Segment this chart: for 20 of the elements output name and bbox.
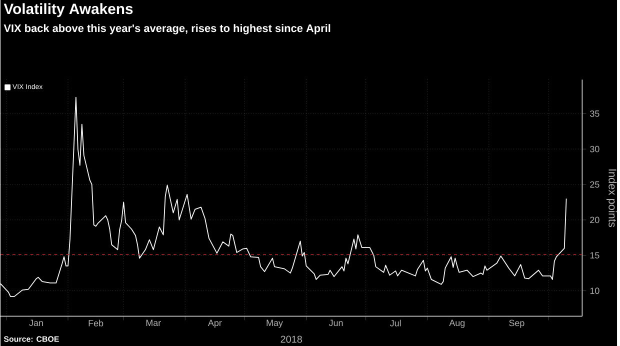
chart-subtitle: VIX back above this year's average, rises to highest since April xyxy=(4,24,330,34)
y-tick-label: 30 xyxy=(590,146,600,152)
x-tick-label: Jul xyxy=(390,320,401,326)
x-tick-label: Mar xyxy=(146,320,161,326)
x-tick-label: Feb xyxy=(88,320,104,326)
chart-title: Volatility Awakens xyxy=(4,3,133,18)
x-tick-label: Sep xyxy=(509,320,524,328)
y-tick-label: 15 xyxy=(590,252,600,258)
y-tick-label: 10 xyxy=(590,288,600,294)
x-axis-title: 2018 xyxy=(280,336,302,343)
y-tick-label: 20 xyxy=(590,216,600,224)
x-tick-label: May xyxy=(266,320,283,328)
line-series xyxy=(0,96,567,297)
x-tick-label: Jan xyxy=(29,320,43,326)
x-tick-label: Aug xyxy=(449,320,465,328)
y-tick-label: 25 xyxy=(590,181,600,188)
x-tick-label: Apr xyxy=(208,320,222,328)
y-axis-title: Index points xyxy=(606,169,617,227)
x-tick-label: Jun xyxy=(328,320,343,326)
y-tick-label: 35 xyxy=(590,110,600,117)
